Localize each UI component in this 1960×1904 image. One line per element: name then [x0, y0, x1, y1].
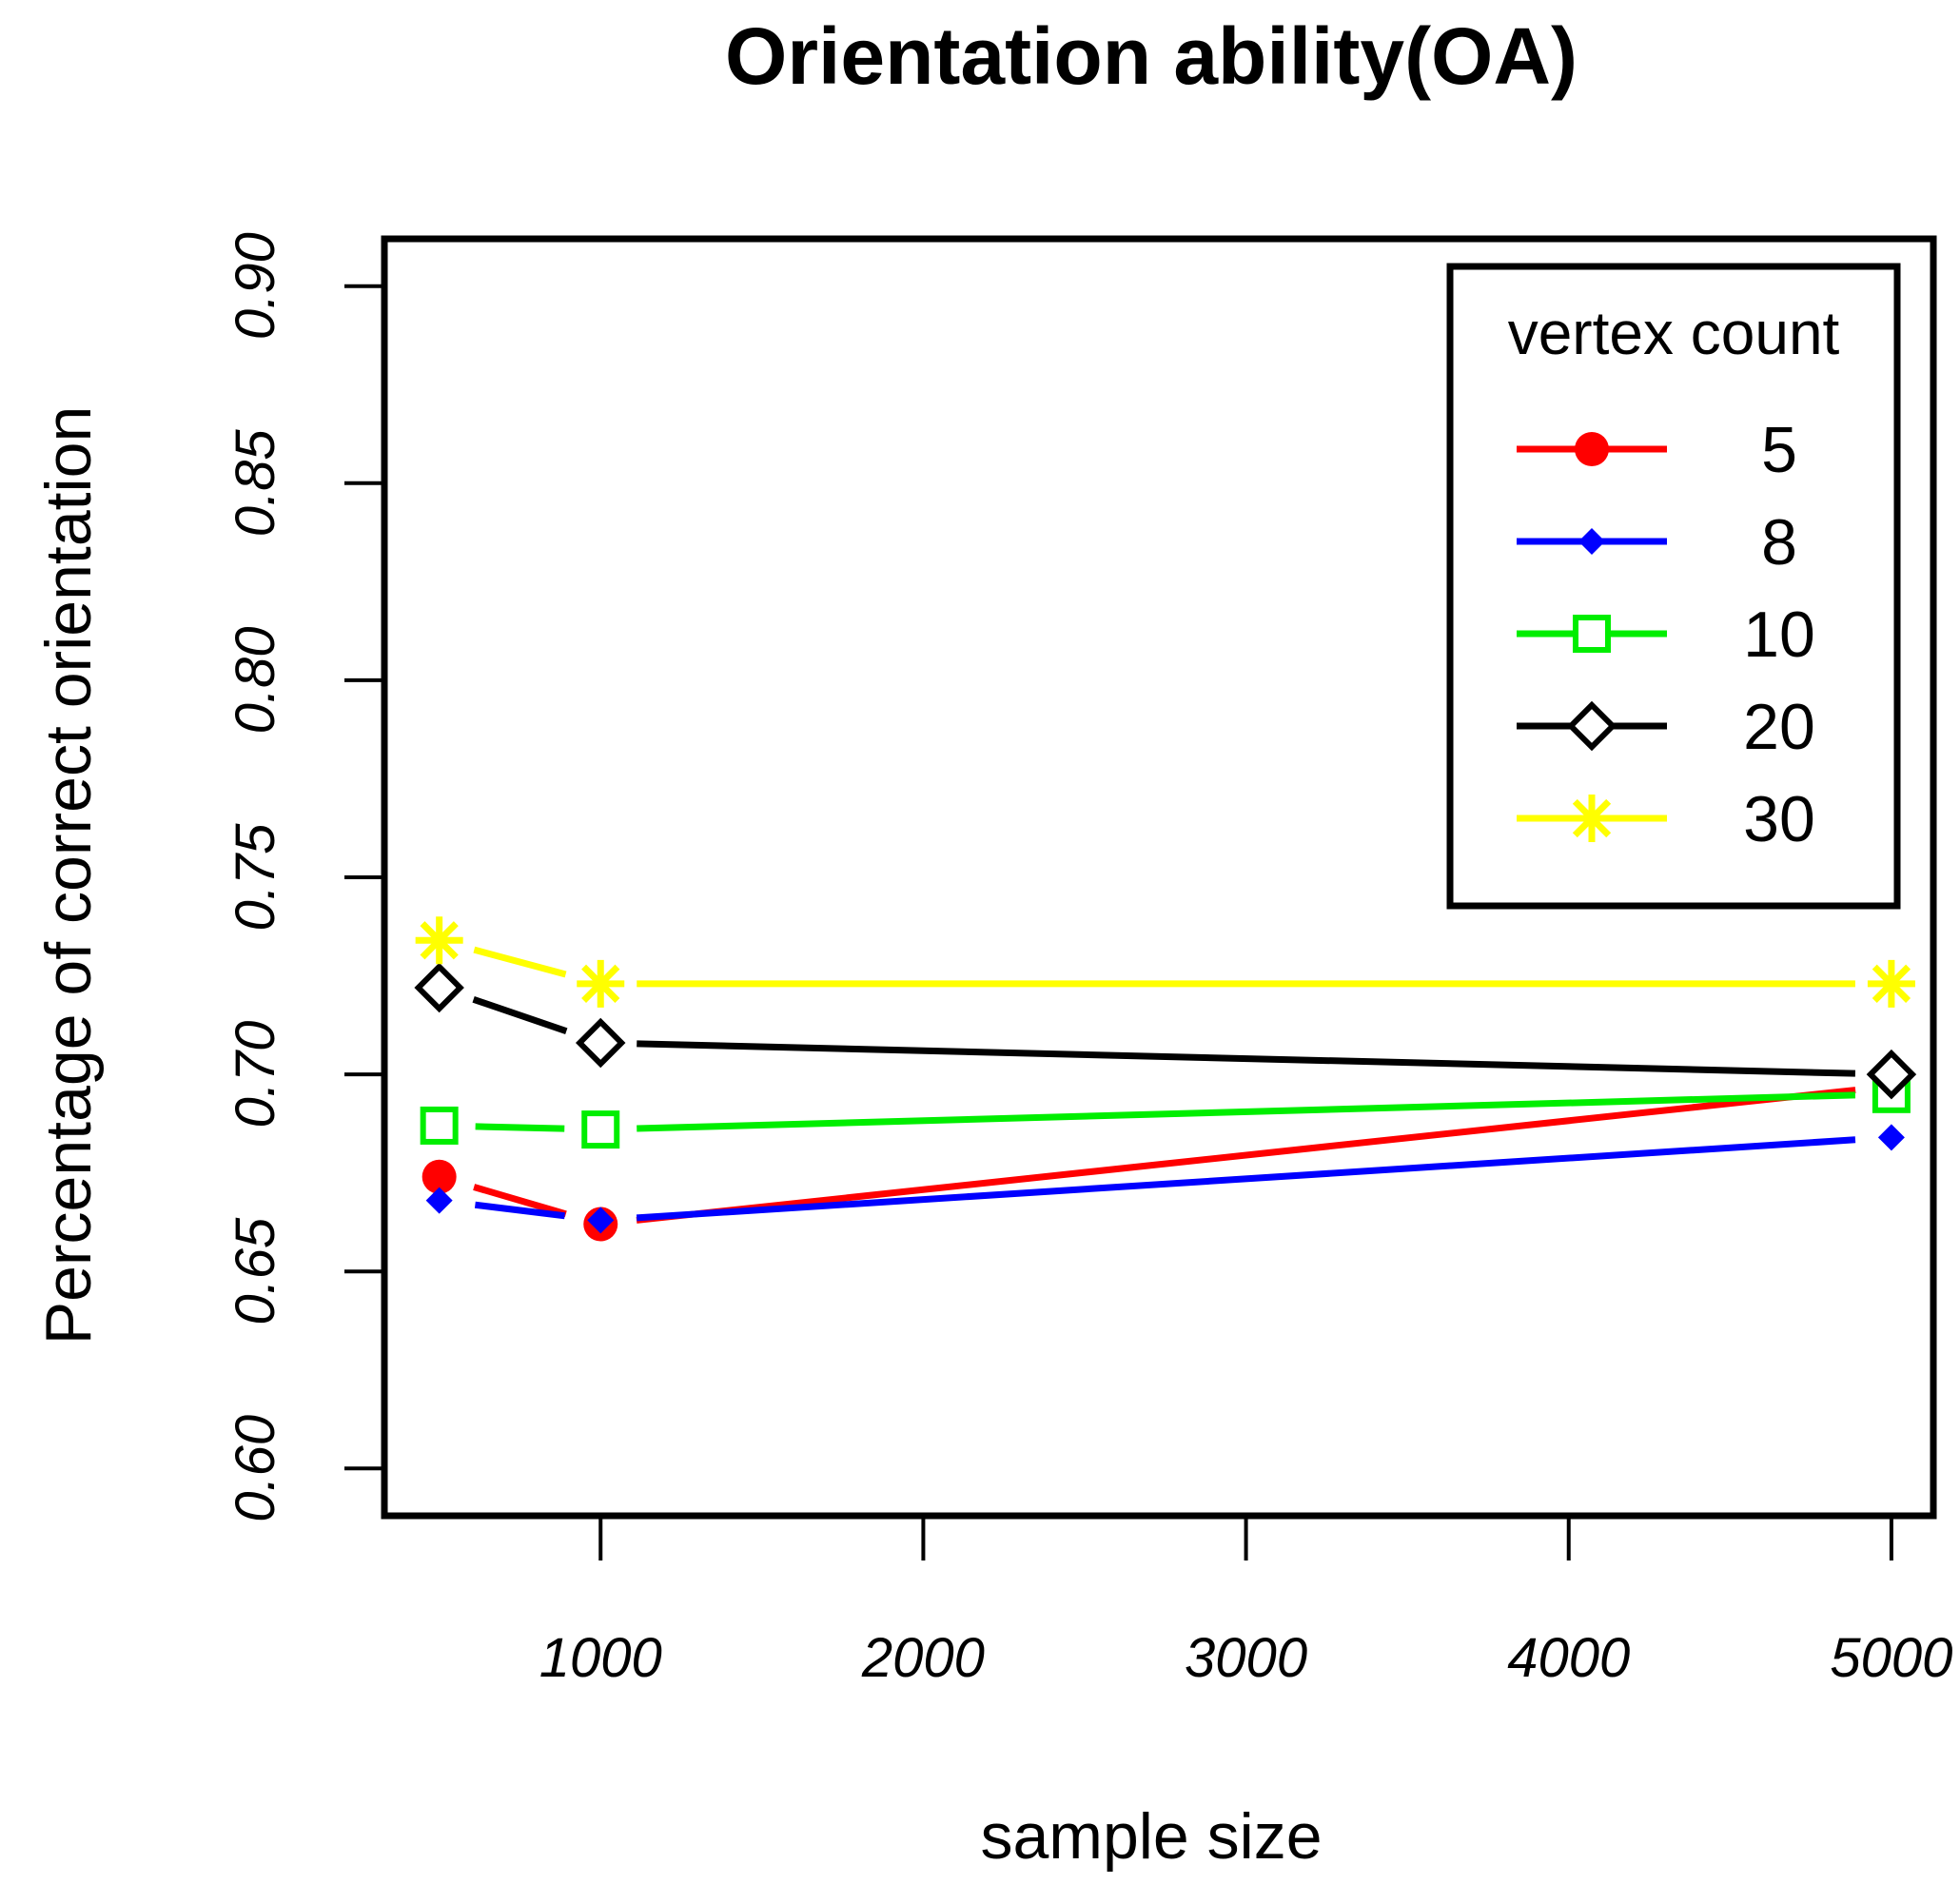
- series-point: [1578, 528, 1605, 555]
- series-line-5: [473, 1184, 567, 1218]
- series-point: [577, 959, 625, 1008]
- x-tick-label: 1000: [539, 1627, 662, 1689]
- x-tick-label: 2000: [861, 1627, 985, 1689]
- series-point: [425, 1187, 453, 1214]
- y-tick-label: 0.65: [225, 1217, 286, 1325]
- series-point: [1867, 959, 1915, 1008]
- legend-label: 20: [1743, 691, 1815, 763]
- series-point: [1877, 1124, 1905, 1151]
- x-tick-label: 3000: [1185, 1627, 1307, 1689]
- plot-frame: [381, 235, 1937, 1520]
- y-tick-label: 0.85: [225, 429, 286, 538]
- x-tick-label: 5000: [1830, 1627, 1952, 1689]
- plot-series: [414, 916, 1917, 1242]
- legend-item: 5: [1517, 414, 1797, 486]
- series-point: [581, 1110, 620, 1149]
- series-line-10: [475, 1123, 565, 1132]
- series-point: [421, 1159, 457, 1194]
- legend-item: 20: [1517, 691, 1815, 763]
- series-point: [1573, 615, 1611, 653]
- series-point: [587, 1207, 615, 1234]
- legend-item: 30: [1517, 783, 1815, 855]
- y-axis: 0.60 0.65 0.70 0.75 0.80 0.85 0.90: [225, 232, 384, 1522]
- series-point: [1568, 795, 1616, 842]
- legend-item: 10: [1517, 599, 1815, 671]
- chart-title: Orientation ability(OA): [725, 11, 1578, 101]
- series-line-20: [637, 1040, 1856, 1077]
- series-line-30: [473, 946, 567, 978]
- legend-label: 10: [1743, 599, 1815, 671]
- legend-label: 5: [1761, 414, 1797, 486]
- series-line-20: [472, 995, 568, 1034]
- legend-title: vertex count: [1508, 299, 1840, 367]
- x-tick-label: 4000: [1507, 1627, 1630, 1689]
- legend-label: 8: [1761, 506, 1797, 579]
- series-line-10: [637, 1091, 1856, 1132]
- y-axis-label: Percentage of correct orientation: [32, 406, 105, 1345]
- y-tick-label: 0.90: [225, 232, 286, 340]
- series-line-8: [474, 1201, 565, 1220]
- legend-box: [1446, 263, 1901, 910]
- series-line-5: [636, 1087, 1856, 1224]
- series-point: [420, 1106, 459, 1145]
- legend-label: 30: [1743, 783, 1815, 855]
- x-axis-label: sample size: [980, 1800, 1322, 1873]
- series-point: [575, 1017, 626, 1069]
- series-point: [415, 916, 463, 965]
- series-line-8: [636, 1136, 1856, 1222]
- legend: vertex count 5 8 10 20 30: [1446, 263, 1901, 910]
- legend-items: 5 8 10 20 30: [1517, 414, 1815, 855]
- x-axis: 1000 2000 3000 4000 5000: [539, 1516, 1952, 1689]
- y-tick-label: 0.70: [225, 1021, 286, 1129]
- y-tick-label: 0.60: [225, 1415, 286, 1522]
- y-tick-label: 0.80: [225, 626, 286, 734]
- legend-item: 8: [1517, 506, 1797, 579]
- y-tick-label: 0.75: [225, 823, 286, 932]
- series-point: [1575, 432, 1609, 466]
- series-point: [1866, 1049, 1917, 1100]
- series-point: [414, 962, 464, 1013]
- series-point: [1566, 700, 1617, 752]
